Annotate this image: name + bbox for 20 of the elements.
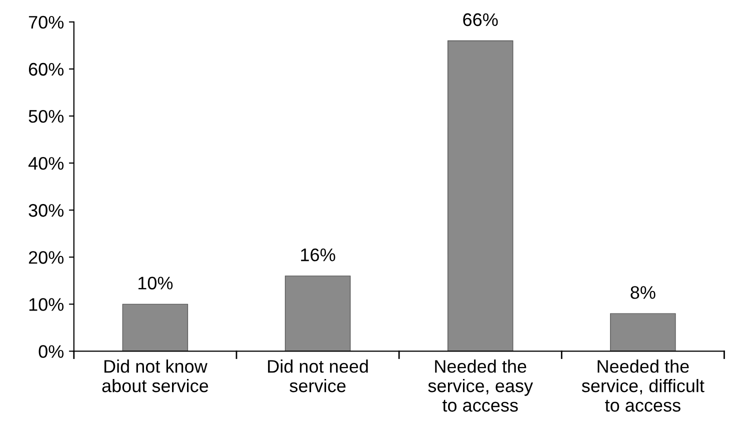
bar <box>610 313 676 352</box>
y-tick-label: 10% <box>29 298 64 311</box>
y-tick-label: 30% <box>28 204 64 217</box>
y-tick-label: 20% <box>28 251 64 264</box>
x-tick-label: Needed the service, easy to access <box>428 360 533 412</box>
bar <box>122 304 188 352</box>
x-tick-label: Did not know about service <box>102 360 208 392</box>
y-tick-label: 40% <box>28 156 64 170</box>
y-tick-label: 0% <box>38 345 64 358</box>
data-label: 66% <box>463 13 498 26</box>
bar <box>284 276 351 352</box>
bar <box>447 40 514 352</box>
y-tick-label: 50% <box>28 110 64 123</box>
data-label: 8% <box>630 286 656 299</box>
y-tick-label: 60% <box>28 62 64 76</box>
x-tick-label: Needed the service, difficult to access <box>582 360 704 412</box>
data-label: 10% <box>138 276 173 290</box>
data-label: 16% <box>301 248 336 262</box>
x-tick-label: Did not need service <box>268 360 368 392</box>
y-tick-label: 70% <box>28 16 64 29</box>
